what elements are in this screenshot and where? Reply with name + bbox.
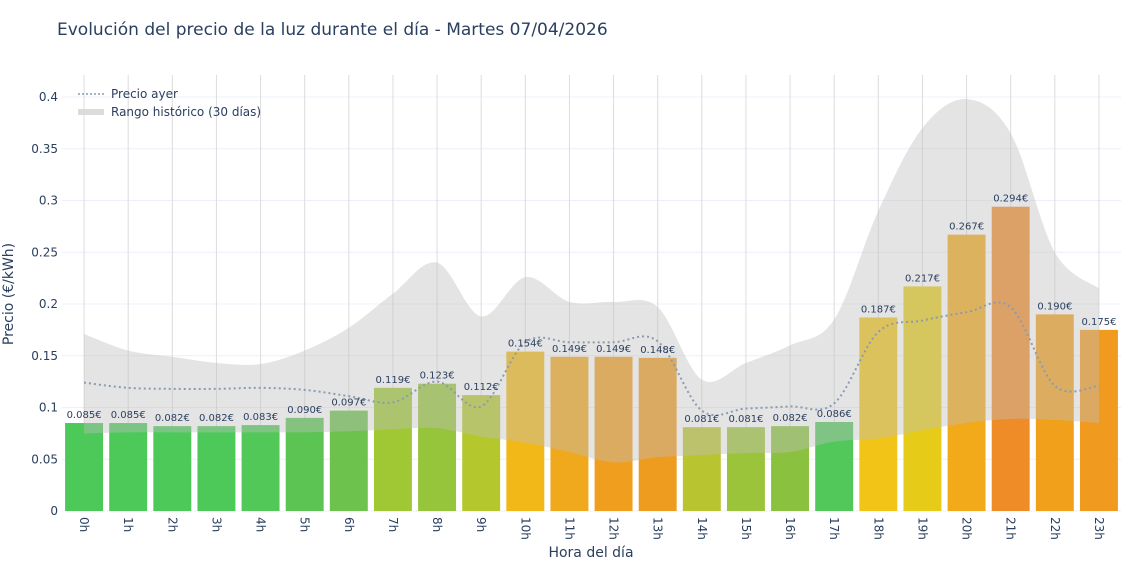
x-tick-label: 21h xyxy=(1004,517,1018,540)
bar-4h xyxy=(241,425,280,511)
y-tick-label: 0.25 xyxy=(31,245,58,259)
x-tick-label: 7h xyxy=(386,517,400,532)
yesterday-price-line xyxy=(83,301,1100,417)
x-tick-label: 4h xyxy=(254,517,268,532)
y-tick-label: 0.4 xyxy=(39,90,58,104)
bar-11h xyxy=(550,356,589,511)
x-tick-label: 14h xyxy=(695,517,709,540)
bar-10h xyxy=(506,351,545,511)
data-label: 0.123€ xyxy=(420,371,455,382)
data-label: 0.086€ xyxy=(817,409,852,420)
bar-19h xyxy=(903,286,942,511)
x-tick-label: 15h xyxy=(739,517,753,540)
x-axis-title: Hora del día xyxy=(548,545,633,561)
bar-6h xyxy=(329,410,368,511)
data-label: 0.082€ xyxy=(155,413,190,424)
data-label: 0.090€ xyxy=(287,405,322,416)
data-label: 0.217€ xyxy=(905,273,940,284)
bar-12h xyxy=(594,356,633,511)
x-tick-label: 5h xyxy=(298,517,312,532)
x-tick-label: 11h xyxy=(562,517,576,540)
x-tick-label: 22h xyxy=(1048,517,1062,540)
x-tick-label: 8h xyxy=(430,517,444,532)
bars xyxy=(65,206,1118,511)
y-tick-label: 0.35 xyxy=(31,142,58,156)
legend-label-yesterday: Precio ayer xyxy=(111,87,178,101)
x-tick-label: 2h xyxy=(165,517,179,532)
historic-range-band xyxy=(84,99,1099,463)
x-tick-label: 0h xyxy=(77,517,91,532)
bar-13h xyxy=(638,357,677,511)
bar-8h xyxy=(418,383,457,511)
data-label: 0.085€ xyxy=(111,410,146,421)
bar-2h xyxy=(153,426,192,511)
data-label: 0.097€ xyxy=(331,398,366,409)
x-tick-label: 12h xyxy=(607,517,621,540)
bar-17h xyxy=(815,421,854,511)
bar-1h xyxy=(109,423,148,511)
data-label: 0.154€ xyxy=(508,339,543,350)
bar-0h xyxy=(65,423,104,511)
bar-23h xyxy=(1079,329,1118,511)
x-tick-label: 9h xyxy=(474,517,488,532)
bar-5h xyxy=(285,417,324,511)
data-label: 0.082€ xyxy=(773,413,808,424)
data-label: 0.148€ xyxy=(640,345,675,356)
x-tick-label: 20h xyxy=(960,517,974,540)
y-tick-label: 0.3 xyxy=(39,194,58,208)
data-label: 0.112€ xyxy=(464,382,499,393)
data-label: 0.187€ xyxy=(861,304,896,315)
data-label: 0.081€ xyxy=(684,414,719,425)
bar-22h xyxy=(1035,314,1074,511)
data-label: 0.190€ xyxy=(1037,301,1072,312)
x-tick-label: 18h xyxy=(871,517,885,540)
bar-16h xyxy=(771,426,810,511)
x-tick-label: 17h xyxy=(827,517,841,540)
x-tick-label: 10h xyxy=(518,517,532,540)
bar-9h xyxy=(462,395,501,511)
x-tick-label: 6h xyxy=(342,517,356,532)
bar-14h xyxy=(682,427,721,511)
historic-range-area xyxy=(84,99,1099,463)
data-label: 0.149€ xyxy=(596,344,631,355)
data-label: 0.175€ xyxy=(1081,317,1116,328)
data-label: 0.085€ xyxy=(67,410,102,421)
legend-label-range: Rango histórico (30 días) xyxy=(111,105,261,119)
y-tick-label: 0.05 xyxy=(31,452,58,466)
y-tick-label: 0.2 xyxy=(39,297,58,311)
x-tick-label: 19h xyxy=(915,517,929,540)
x-tick-label: 23h xyxy=(1092,517,1106,540)
chart-title: Evolución del precio de la luz durante e… xyxy=(57,20,608,40)
y-tick-label: 0 xyxy=(50,504,58,518)
data-labels: 0.085€ 0.085€ 0.082€ 0.082€ 0.083€ 0.090€ 0.09… xyxy=(67,194,1117,425)
bar-15h xyxy=(726,427,765,511)
bar-7h xyxy=(373,387,412,511)
x-tick-label: 13h xyxy=(651,517,665,540)
data-label: 0.149€ xyxy=(552,344,587,355)
bar-3h xyxy=(197,426,236,511)
x-tick-label: 3h xyxy=(209,517,223,532)
data-label: 0.119€ xyxy=(375,375,410,386)
data-label: 0.081€ xyxy=(728,414,763,425)
y-axis-title: Precio (€/kWh) xyxy=(1,243,17,345)
bar-18h xyxy=(859,317,898,511)
bar-21h xyxy=(991,206,1030,511)
yesterday-price-path xyxy=(83,301,1100,417)
data-label: 0.082€ xyxy=(199,413,234,424)
data-label: 0.267€ xyxy=(949,222,984,233)
x-tick-label: 16h xyxy=(783,517,797,540)
x-tick-label: 1h xyxy=(121,517,135,532)
legend: Precio ayer Rango histórico (30 días) xyxy=(78,87,261,119)
y-tick-label: 0.1 xyxy=(39,401,58,415)
bar-20h xyxy=(947,234,986,511)
data-label: 0.294€ xyxy=(993,194,1028,205)
y-tick-label: 0.15 xyxy=(31,349,58,363)
data-label: 0.083€ xyxy=(243,412,278,423)
axes: 0 0.05 0.1 0.15 0.2 0.25 0.3 0.35 0.4 0h 1h 2h 3h 4h 5… xyxy=(31,90,1106,540)
